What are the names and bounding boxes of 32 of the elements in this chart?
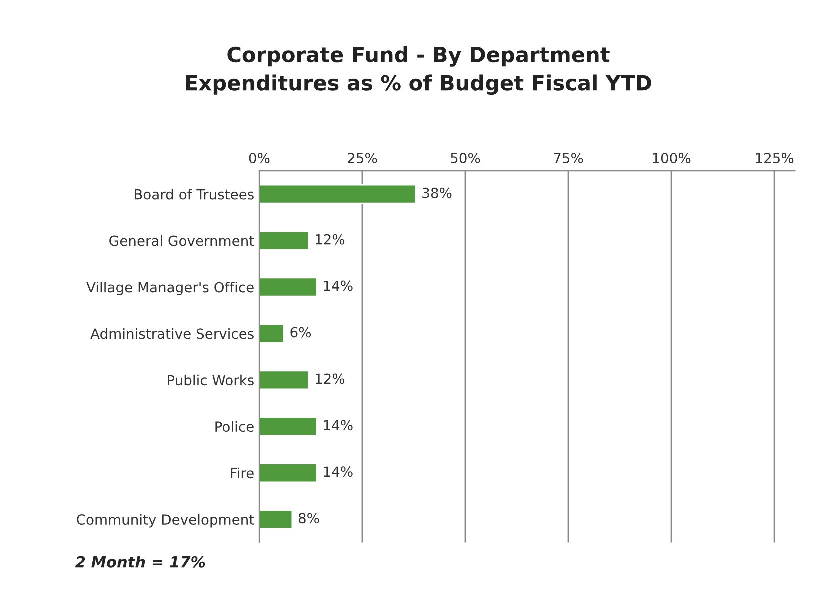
- bar: [259, 463, 318, 484]
- y-tick-label: Public Works: [168, 374, 254, 386]
- x-tick-label: 25%: [348, 153, 378, 164]
- y-tick-label: Community Development: [77, 514, 254, 528]
- chart-title: Corporate Fund - By Department Expenditures as % of Budget Fiscal YTD: [186, 46, 652, 96]
- bar: [259, 370, 310, 390]
- x-tick-label: 100%: [653, 153, 691, 164]
- y-tick-label: General Government: [110, 236, 254, 246]
- x-tick-label: 50%: [451, 153, 480, 164]
- bar: [259, 184, 417, 204]
- y-tick-label: Police: [216, 421, 254, 432]
- data-label: 12%: [316, 234, 345, 245]
- data-label: 12%: [316, 374, 345, 384]
- y-tick-label: Village Manager's Office: [86, 282, 254, 296]
- data-label: 14%: [324, 466, 353, 478]
- x-tick-label: 125%: [756, 153, 794, 164]
- data-label: 6%: [290, 327, 312, 338]
- data-label: 14%: [324, 280, 353, 292]
- bar: [259, 510, 294, 530]
- bar: [259, 324, 285, 344]
- bar: [259, 416, 318, 437]
- bar: [259, 277, 318, 298]
- y-tick-label: Fire: [231, 468, 254, 479]
- text: 2 Month = 17%: [75, 556, 206, 568]
- bar: [259, 230, 310, 251]
- x-tick-label: 0%: [249, 153, 270, 164]
- data-label: 14%: [324, 420, 353, 431]
- y-tick-label: Administrative Services: [90, 328, 254, 340]
- data-label: 8%: [298, 513, 320, 524]
- data-label: 38%: [422, 188, 452, 198]
- x-tick-label: 75%: [554, 153, 584, 164]
- y-tick-label: Board of Trustees: [134, 189, 254, 200]
